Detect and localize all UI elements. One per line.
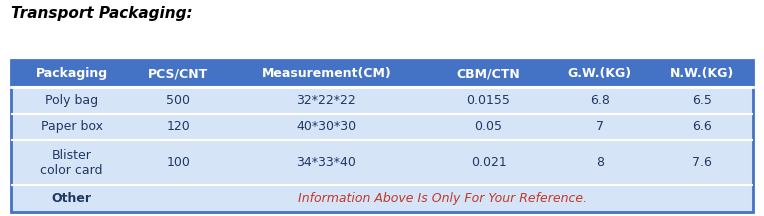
Bar <box>549 114 651 140</box>
Bar <box>132 114 225 140</box>
Bar <box>225 140 429 185</box>
Text: 500: 500 <box>167 94 190 107</box>
Text: 100: 100 <box>167 156 190 169</box>
Text: 34*33*40: 34*33*40 <box>296 156 356 169</box>
Text: 7.6: 7.6 <box>691 156 711 169</box>
Text: 120: 120 <box>167 120 190 133</box>
Text: 7: 7 <box>596 120 604 133</box>
Bar <box>132 60 225 87</box>
Bar <box>429 114 549 140</box>
Bar <box>225 114 429 140</box>
Bar <box>429 140 549 185</box>
Bar <box>429 87 549 114</box>
Text: G.W.(KG): G.W.(KG) <box>568 67 632 80</box>
Bar <box>549 60 651 87</box>
Text: Transport Packaging:: Transport Packaging: <box>11 6 193 21</box>
Text: Blister
color card: Blister color card <box>40 149 103 177</box>
Text: 32*22*22: 32*22*22 <box>296 94 356 107</box>
Text: Packaging: Packaging <box>36 67 108 80</box>
Bar <box>11 87 132 114</box>
Bar <box>132 185 753 212</box>
Bar <box>11 60 753 212</box>
Text: Information Above Is Only For Your Reference.: Information Above Is Only For Your Refer… <box>298 192 587 205</box>
Text: 6.5: 6.5 <box>691 94 711 107</box>
Text: Poly bag: Poly bag <box>45 94 99 107</box>
Text: Other: Other <box>52 192 92 205</box>
Text: 6.6: 6.6 <box>691 120 711 133</box>
Bar <box>549 140 651 185</box>
Text: Measurement(CM): Measurement(CM) <box>261 67 391 80</box>
Text: 40*30*30: 40*30*30 <box>296 120 357 133</box>
Text: CBM/CTN: CBM/CTN <box>457 67 520 80</box>
Bar <box>651 114 753 140</box>
Bar <box>651 87 753 114</box>
Bar <box>429 60 549 87</box>
Text: N.W.(KG): N.W.(KG) <box>669 67 733 80</box>
Bar <box>11 185 132 212</box>
Bar <box>549 87 651 114</box>
Text: 0.0155: 0.0155 <box>467 94 510 107</box>
Bar <box>132 140 225 185</box>
Bar <box>132 87 225 114</box>
Text: PCS/CNT: PCS/CNT <box>148 67 209 80</box>
Text: Paper box: Paper box <box>40 120 102 133</box>
Text: 6.8: 6.8 <box>590 94 610 107</box>
Bar <box>11 60 753 212</box>
Text: 0.021: 0.021 <box>471 156 507 169</box>
Bar <box>11 114 132 140</box>
Bar <box>11 60 132 87</box>
Text: 8: 8 <box>596 156 604 169</box>
Text: 0.05: 0.05 <box>474 120 503 133</box>
Bar <box>225 60 429 87</box>
Bar <box>11 140 132 185</box>
Bar <box>651 140 753 185</box>
Bar <box>651 60 753 87</box>
Bar <box>225 87 429 114</box>
